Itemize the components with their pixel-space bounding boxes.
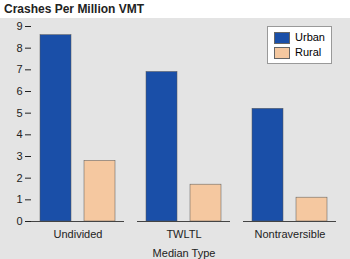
html-text:Rural: Rural bbox=[295, 46, 322, 58]
svg-text:5: 5 bbox=[16, 107, 22, 119]
html-text:Crashes Per Million VMT: Crashes Per Million VMT bbox=[4, 2, 144, 16]
svg-text:2: 2 bbox=[16, 172, 22, 184]
svg-text:7: 7 bbox=[16, 63, 22, 75]
svg-text:4: 4 bbox=[16, 128, 22, 140]
svg-text:6: 6 bbox=[16, 85, 22, 97]
svg-text:Undivided: Undivided bbox=[54, 228, 103, 240]
svg-text:9: 9 bbox=[16, 20, 22, 32]
svg-text:0: 0 bbox=[16, 215, 22, 227]
svg-text:8: 8 bbox=[16, 42, 22, 54]
svg-text:TWLTL: TWLTL bbox=[166, 228, 201, 240]
html-text:Urban: Urban bbox=[295, 31, 325, 43]
svg-text:3: 3 bbox=[16, 150, 22, 162]
svg-text:1: 1 bbox=[16, 193, 22, 205]
svg-text:Median Type: Median Type bbox=[153, 247, 216, 259]
svg-text:Nontraversible: Nontraversible bbox=[255, 228, 326, 240]
